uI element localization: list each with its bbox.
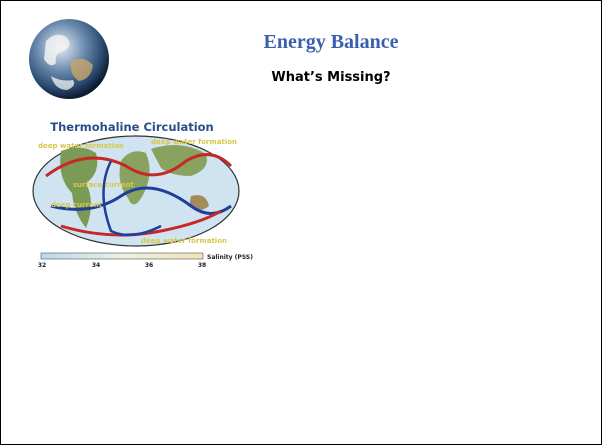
colorbar-tick: 32	[38, 262, 46, 269]
slide-subtitle: What’s Missing?	[271, 70, 391, 85]
colorbar-tick: 38	[198, 262, 206, 269]
figure-label: deep current	[51, 201, 103, 209]
figure-label: deep water formation	[141, 237, 227, 245]
earth-image	[29, 19, 109, 99]
colorbar-label: Salinity (PSS)	[207, 254, 253, 261]
slide-title: Energy Balance	[263, 31, 399, 53]
colorbar-tick: 36	[145, 262, 153, 269]
figure-title: Thermohaline Circulation	[50, 120, 214, 134]
thermohaline-figure: Thermohaline Circulation deep water form…	[32, 120, 253, 269]
colorbar-tick: 34	[92, 262, 100, 269]
figure-label: deep water formation	[38, 142, 124, 150]
figure-label: surface current	[73, 181, 134, 189]
salinity-colorbar	[40, 252, 204, 260]
figure-label: deep water formation	[151, 138, 237, 146]
